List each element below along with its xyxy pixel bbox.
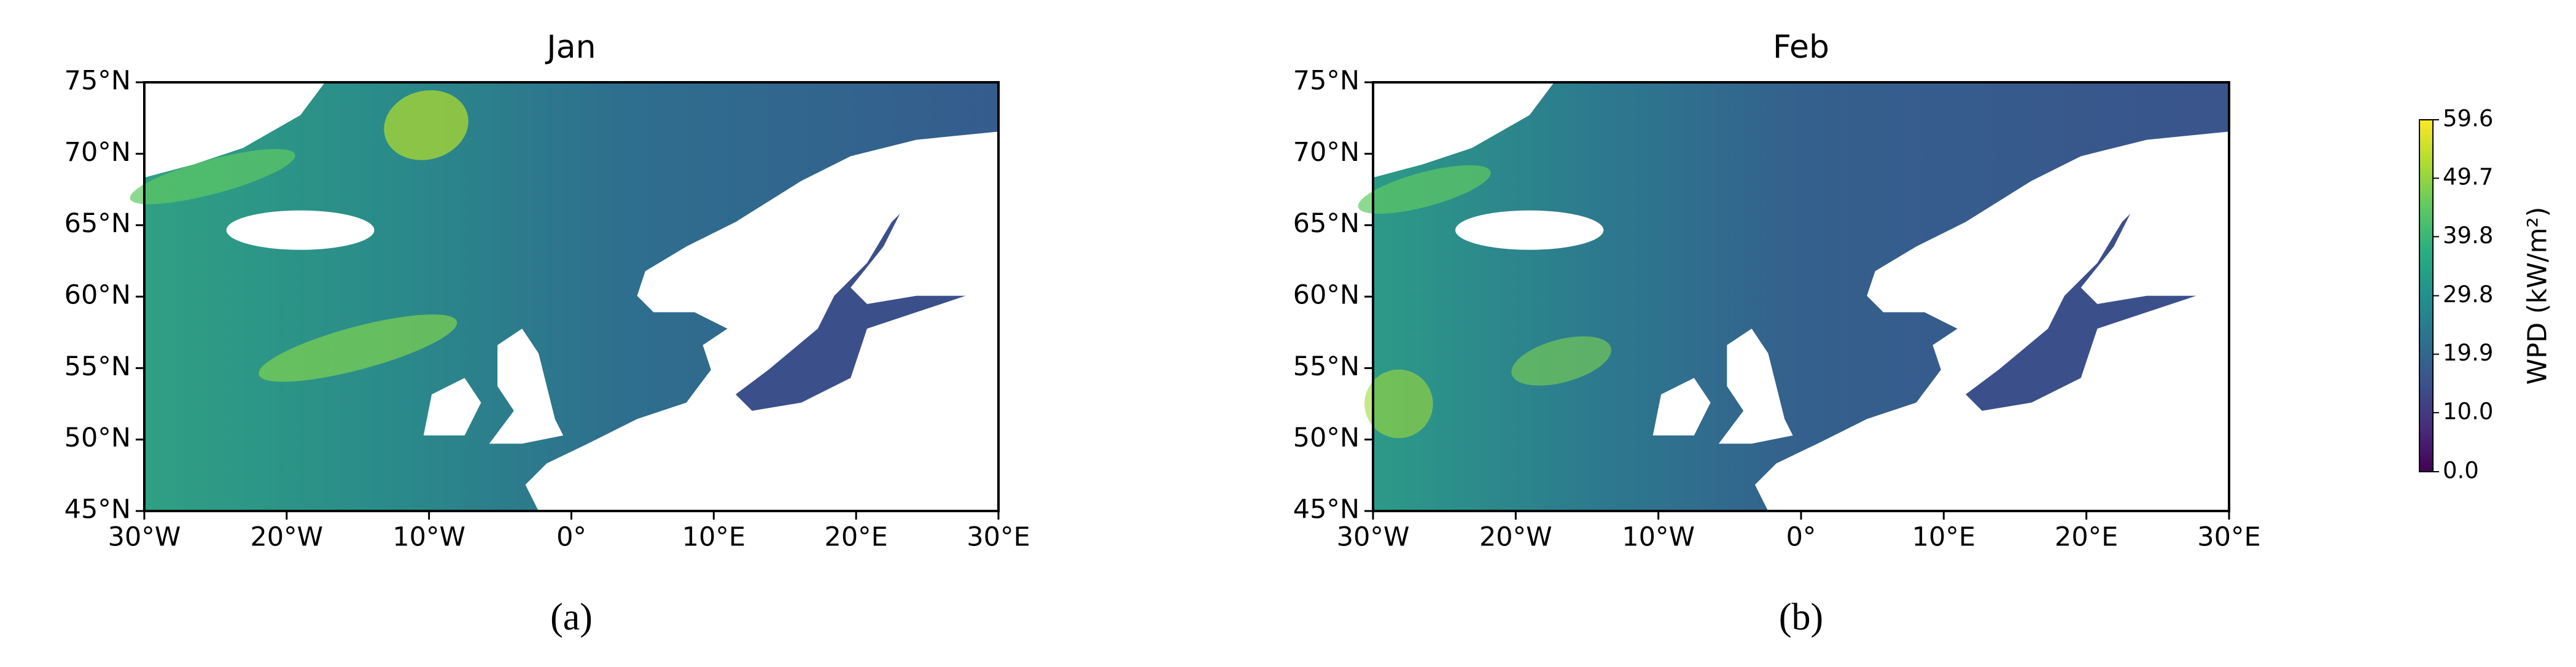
x-tick-label: 30°E <box>2197 522 2260 553</box>
y-tick-label: 75°N <box>1293 66 1360 96</box>
x-tick-label: 30°W <box>1337 522 1410 553</box>
map-panel: 30°W 20°W 10°W 0° 10°E 20°E 30°E 45°N 50°N 55°N 60… <box>64 29 1030 638</box>
y-tick-label: 60°N <box>1293 280 1360 311</box>
x-tick-label: 30°E <box>967 522 1030 553</box>
panel-title: Feb <box>1773 29 1829 66</box>
y-tick-label: 45°N <box>64 494 131 525</box>
colorbar-tick-label: 49.7 <box>2443 164 2493 190</box>
field-streak <box>1364 369 1433 439</box>
field-streak <box>130 149 295 205</box>
panel-title: Jan <box>545 29 596 66</box>
colorbar-ramp <box>2419 119 2434 472</box>
y-tick-label: 55°N <box>1293 351 1360 382</box>
colorbar-tick-label: 0.0 <box>2443 458 2479 484</box>
y-tick-label: 70°N <box>64 137 131 168</box>
y-tick-label: 75°N <box>64 66 131 96</box>
field-streak <box>1511 336 1611 386</box>
panel-label: (a) <box>550 596 593 638</box>
field-streak <box>384 90 469 160</box>
x-tick-label: 10°E <box>682 522 745 553</box>
x-tick-label: 10°E <box>1912 522 1975 553</box>
colorbar-tick-label: 39.8 <box>2443 222 2493 249</box>
y-tick-label: 70°N <box>1293 137 1360 168</box>
x-tick-label: 10°W <box>392 522 465 553</box>
field-streak <box>1358 165 1491 214</box>
y-tick-label: 55°N <box>64 351 131 382</box>
x-tick-label: 20°W <box>250 522 323 553</box>
y-tick-label: 50°N <box>1293 423 1360 453</box>
x-tick-label: 20°W <box>1479 522 1552 553</box>
x-tick-label: 20°E <box>2055 522 2118 553</box>
colorbar-tick-label: 10.0 <box>2443 398 2493 424</box>
panel-label: (b) <box>1779 596 1823 638</box>
x-tick-label: 10°W <box>1622 522 1695 553</box>
x-tick-label: 0° <box>1786 522 1816 553</box>
colorbar-tick-label: 59.6 <box>2443 106 2493 132</box>
y-tick-label: 45°N <box>1293 494 1360 525</box>
colorbar-tick-label: 29.8 <box>2443 281 2493 308</box>
map-panel: 30°W 20°W 10°W 0° 10°E 20°E 30°E 45°N 50°N 55°N 60… <box>1293 29 2261 638</box>
field-streak <box>259 314 457 382</box>
colorbar-label: WPD (kW/m²) <box>2523 207 2553 385</box>
x-tick-label: 30°W <box>108 522 181 553</box>
colorbar: 0.0 10.0 19.9 29.8 39.8 49.7 59.6 WPD (kW/m²) <box>2419 106 2553 484</box>
y-tick-label: 50°N <box>64 423 131 453</box>
y-tick-label: 60°N <box>64 280 131 311</box>
y-tick-label: 65°N <box>64 208 131 239</box>
y-tick-label: 65°N <box>1293 208 1360 239</box>
colorbar-tick-label: 19.9 <box>2443 340 2493 366</box>
x-tick-label: 20°E <box>824 522 887 553</box>
x-tick-label: 0° <box>556 522 586 553</box>
